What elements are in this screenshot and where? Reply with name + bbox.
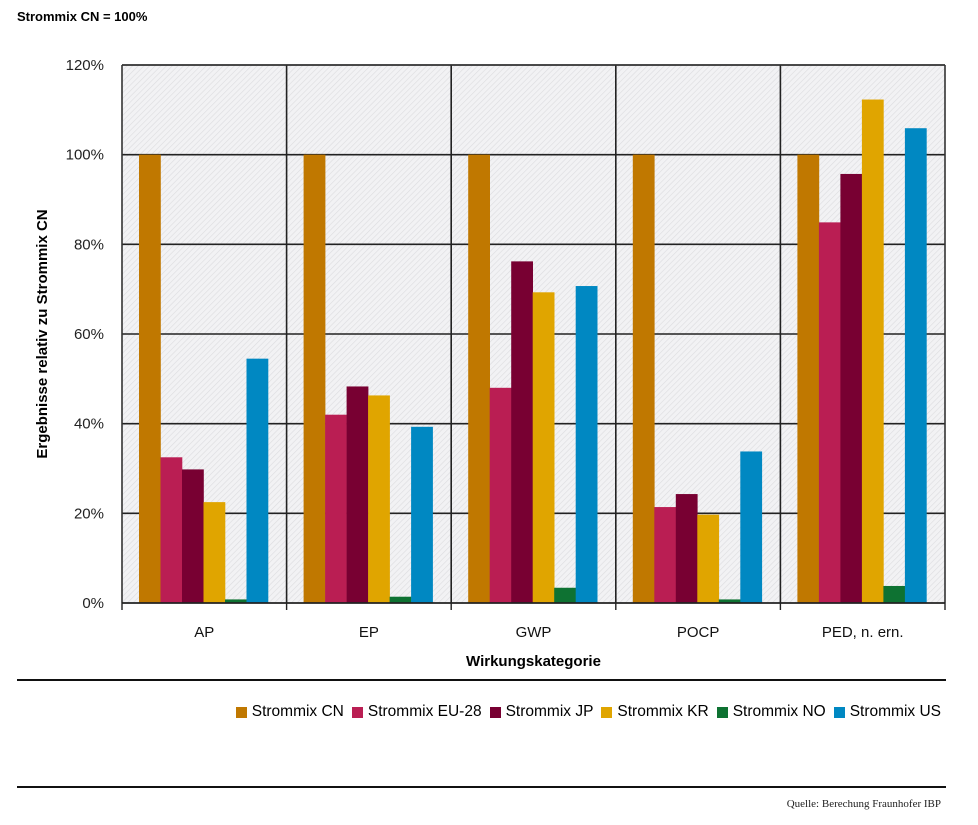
legend-item: Strommix NO xyxy=(716,703,826,721)
bar-strommix-cn-pocp xyxy=(632,154,655,603)
y-tick-label: 80% xyxy=(74,236,104,253)
bar-strommix-kr-gwp xyxy=(532,292,555,603)
bar-strommix-no-gwp xyxy=(554,587,576,603)
bar-strommix-eu-28-ped-n-ern- xyxy=(818,222,841,604)
bar-strommix-jp-ped-n-ern- xyxy=(840,173,863,603)
y-tick-label: 60% xyxy=(74,326,104,343)
bar-strommix-eu-28-gwp xyxy=(489,387,512,603)
bar-strommix-eu-28-ep xyxy=(325,414,347,603)
x-tick-label: PED, n. ern. xyxy=(822,624,904,641)
divider-bottom xyxy=(17,786,946,788)
bar-strommix-eu-28-pocp xyxy=(654,507,677,603)
y-axis-title: Ergebnisse relativ zu Strommix CN xyxy=(34,209,51,458)
legend-swatch xyxy=(489,706,501,718)
legend-label: Strommix EU-28 xyxy=(367,703,482,720)
y-tick-label: 20% xyxy=(74,505,104,522)
bar-strommix-jp-gwp xyxy=(511,261,533,603)
bar-strommix-cn-gwp xyxy=(468,154,490,603)
x-tick-label: AP xyxy=(194,624,214,641)
bar-strommix-no-ped-n-ern- xyxy=(883,585,906,603)
y-tick-label: 120% xyxy=(66,57,104,74)
bar-strommix-jp-ep xyxy=(346,386,369,603)
bar-strommix-us-gwp xyxy=(575,286,598,603)
legend-swatch xyxy=(716,706,728,718)
legend-label: Strommix JP xyxy=(505,703,594,720)
legend-label: Strommix KR xyxy=(617,703,709,720)
legend-swatch xyxy=(235,706,247,718)
x-tick-label: GWP xyxy=(516,624,552,641)
bar-strommix-kr-ap xyxy=(203,502,226,603)
legend-swatch xyxy=(833,706,845,718)
bar-chart: 0% 20% 40% 60% 80% 100% 120% AP EP GWP POCP PED, n.… xyxy=(34,57,946,670)
bar-strommix-cn-ep xyxy=(303,154,326,603)
bar-strommix-us-ped-n-ern- xyxy=(904,128,927,603)
legend-label: Strommix US xyxy=(849,703,941,720)
legend-swatch xyxy=(601,706,613,718)
x-axis-title: Wirkungskategorie xyxy=(466,653,601,670)
legend-item: Strommix KR xyxy=(601,703,709,721)
source-note: Quelle: Berechung Fraunhofer IBP xyxy=(786,798,941,810)
bar-strommix-us-ap xyxy=(246,358,269,603)
bar-strommix-cn-ap xyxy=(139,154,161,603)
x-tick-label: POCP xyxy=(677,624,720,641)
bar-strommix-us-pocp xyxy=(740,451,763,603)
bar-strommix-no-ap xyxy=(225,599,247,603)
bar-strommix-kr-pocp xyxy=(697,514,720,603)
legend: Strommix CN Strommix EU-28 Strommix JP Stro… xyxy=(0,703,978,721)
y-tick-label: 100% xyxy=(66,147,104,164)
legend-label: Strommix CN xyxy=(251,703,344,720)
bar-strommix-jp-ap xyxy=(182,469,204,603)
bar-strommix-kr-ep xyxy=(368,395,390,603)
divider-top xyxy=(17,679,946,681)
legend-swatch xyxy=(351,706,363,718)
bar-strommix-eu-28-ap xyxy=(160,457,183,603)
bar-strommix-no-ep xyxy=(389,596,412,603)
y-tick-label: 0% xyxy=(82,595,104,612)
legend-item: Strommix JP xyxy=(489,703,594,721)
legend-item: Strommix CN xyxy=(235,703,344,721)
legend-label: Strommix NO xyxy=(732,703,826,720)
y-tick-label: 40% xyxy=(74,416,104,433)
chart-subtitle: Strommix CN = 100% xyxy=(17,9,148,24)
bar-strommix-cn-ped-n-ern- xyxy=(797,154,820,603)
x-tick-label: EP xyxy=(359,624,379,641)
bar-strommix-jp-pocp xyxy=(675,494,698,603)
legend-item: Strommix US xyxy=(833,703,941,721)
legend-item: Strommix EU-28 xyxy=(351,703,482,721)
bar-strommix-us-ep xyxy=(411,426,433,603)
bar-strommix-no-pocp xyxy=(718,599,741,603)
bar-strommix-kr-ped-n-ern- xyxy=(861,99,884,603)
